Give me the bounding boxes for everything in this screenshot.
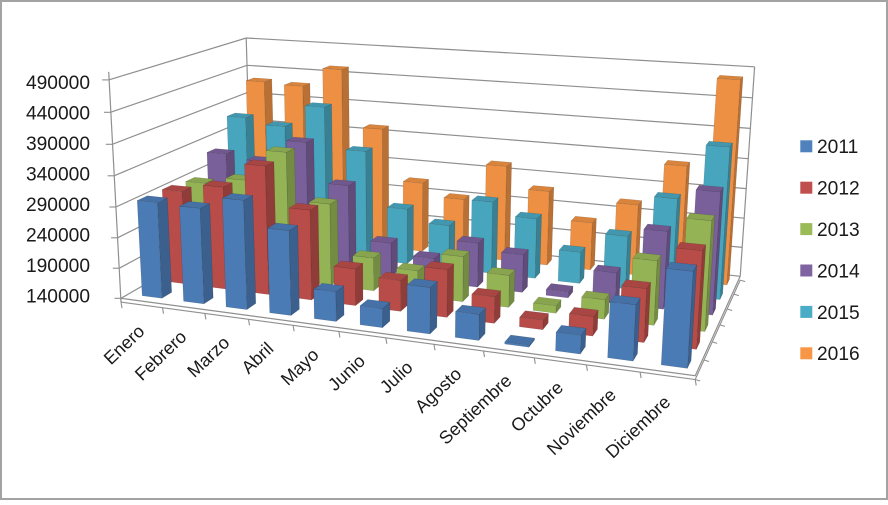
svg-text:340000: 340000 (26, 165, 90, 186)
svg-text:240000: 240000 (26, 226, 90, 247)
svg-text:2015: 2015 (817, 303, 860, 324)
svg-text:2012: 2012 (817, 179, 860, 200)
svg-text:140000: 140000 (26, 287, 90, 308)
svg-text:290000: 290000 (26, 195, 90, 216)
svg-text:190000: 190000 (26, 256, 90, 277)
svg-text:2014: 2014 (817, 261, 860, 282)
svg-text:2016: 2016 (817, 344, 860, 365)
svg-text:390000: 390000 (26, 134, 90, 155)
svg-text:490000: 490000 (26, 73, 90, 94)
svg-text:2011: 2011 (817, 137, 858, 158)
svg-text:2013: 2013 (817, 220, 860, 241)
svg-text:440000: 440000 (26, 103, 90, 124)
